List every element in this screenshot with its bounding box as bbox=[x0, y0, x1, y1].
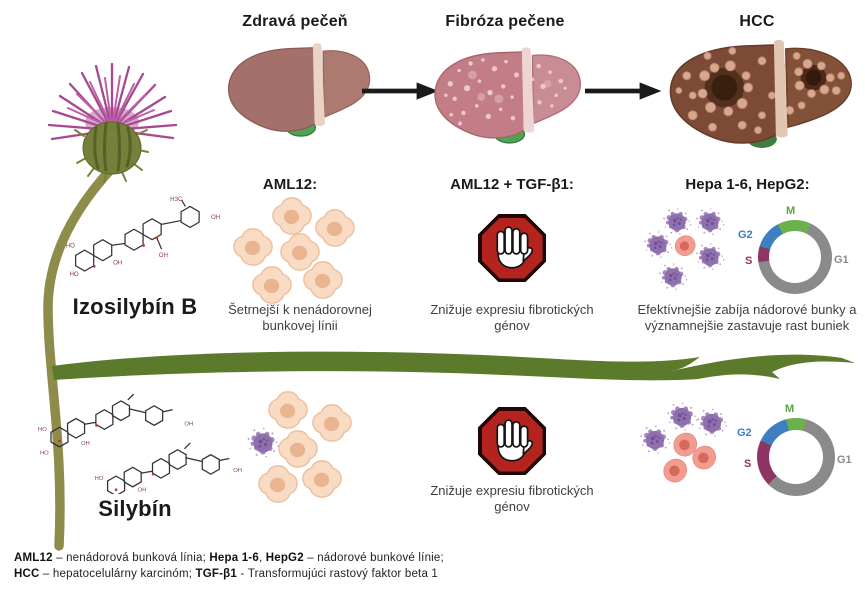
normal-cell bbox=[272, 197, 312, 235]
normal-cell bbox=[268, 391, 308, 429]
healthy-liver-icon bbox=[228, 43, 371, 137]
tumor-cell-purple bbox=[644, 231, 673, 258]
caption-izosilybin-tumor: Efektívnejšie zabíja nádorové bunky a vý… bbox=[637, 302, 857, 333]
tumor-cell-pink bbox=[663, 458, 688, 483]
svg-text:HO: HO bbox=[40, 451, 49, 457]
legend-line-1: AML12 – nenádorová bunková línia; Hepa 1… bbox=[14, 552, 444, 564]
stage-label-healthy: Zdravá pečeň bbox=[242, 13, 348, 30]
normal-cell bbox=[303, 261, 343, 299]
tumor-cell-pink bbox=[673, 432, 698, 457]
phase-g2-label: G2 bbox=[738, 229, 753, 241]
tumor-cell-pink bbox=[692, 445, 717, 470]
svg-text:OH: OH bbox=[211, 214, 220, 221]
svg-text:H3C: H3C bbox=[170, 196, 183, 203]
phase-s-label: S bbox=[744, 458, 752, 470]
normal-cell bbox=[278, 430, 318, 468]
phase-g2-label: G2 bbox=[737, 427, 752, 439]
legend: AML12 – nenádorová bunková línia; Hepa 1… bbox=[14, 551, 614, 582]
caption-silybin-tgf: Znižuje expresiu fibrotických génov bbox=[430, 483, 594, 514]
tumor-cell-purple bbox=[663, 208, 692, 235]
svg-text:HO: HO bbox=[38, 427, 47, 433]
compound-label-silybin: Silybín bbox=[98, 496, 172, 521]
normal-cell bbox=[315, 209, 355, 247]
col-title-aml12-tgf: AML12 + TGF-β1: bbox=[450, 176, 574, 193]
phase-g1-label: G1 bbox=[834, 254, 849, 266]
silybin-structure: HO HO OH OH HO OH OH bbox=[38, 393, 242, 494]
stop-hand-icon bbox=[478, 407, 546, 475]
stage-label-fibrosis: Fibróza pečene bbox=[445, 13, 565, 30]
legend-line-2: HCC – hepatocelulárny karcinóm; TGF-β1 -… bbox=[14, 567, 439, 580]
hcc-liver-icon bbox=[669, 39, 852, 148]
tumor-cell-purple bbox=[667, 402, 698, 431]
tumor-cell-purple bbox=[697, 408, 728, 437]
normal-cell bbox=[252, 266, 292, 304]
cell-cycle-ring-izosilybin: M G2 S G1 bbox=[738, 205, 849, 294]
tumor-cell-purple bbox=[640, 425, 671, 454]
tumor-cell-pink bbox=[674, 235, 696, 257]
compound-label-izosilybin: Izosilybín B bbox=[72, 294, 198, 319]
svg-text:OH: OH bbox=[81, 441, 90, 447]
svg-text:HO: HO bbox=[69, 271, 78, 278]
thistle-flower-icon bbox=[47, 62, 178, 183]
tumor-cell-purple bbox=[696, 243, 725, 270]
tumor-cell-purple bbox=[696, 208, 725, 235]
fibrotic-liver-icon bbox=[434, 47, 581, 144]
normal-cell bbox=[312, 404, 352, 442]
plant-branch bbox=[52, 351, 855, 381]
svg-text:OH: OH bbox=[184, 421, 193, 427]
phase-g1-label: G1 bbox=[837, 454, 852, 466]
normal-cell bbox=[302, 460, 342, 498]
izosilybin-structure: HO HO OH OH OH H3C bbox=[66, 196, 221, 278]
svg-text:OH: OH bbox=[113, 259, 122, 266]
svg-text:HO: HO bbox=[66, 242, 75, 249]
tumor-cell-purple bbox=[247, 427, 279, 458]
col-title-aml12: AML12: bbox=[262, 176, 318, 193]
normal-cell bbox=[280, 233, 320, 271]
normal-cell bbox=[258, 465, 298, 503]
tumor-cell-purple bbox=[659, 263, 688, 290]
svg-text:OH: OH bbox=[159, 252, 168, 259]
phase-m-label: M bbox=[786, 205, 796, 217]
caption-izosilybin-tgf: Znižuje expresiu fibrotických génov bbox=[430, 302, 594, 333]
phase-m-label: M bbox=[785, 403, 795, 415]
normal-cell bbox=[233, 228, 273, 266]
col-title-hepa-hepg2: Hepa 1-6, HepG2: bbox=[685, 176, 810, 193]
svg-text:OH: OH bbox=[233, 468, 242, 474]
arrow-right-icon bbox=[585, 82, 662, 100]
caption-izosilybin-aml12: Šetrnejší k nenádorovnej bunkovej línii bbox=[228, 302, 372, 333]
svg-text:OH: OH bbox=[138, 488, 147, 494]
stage-label-hcc: HCC bbox=[739, 13, 775, 30]
phase-s-label: S bbox=[745, 255, 753, 267]
plant-stem bbox=[43, 163, 117, 551]
svg-text:HO: HO bbox=[95, 476, 104, 482]
cell-cycle-ring-silybin: M G2 S G1 bbox=[737, 403, 852, 496]
stop-hand-icon bbox=[478, 214, 546, 282]
arrow-right-icon bbox=[362, 82, 439, 100]
